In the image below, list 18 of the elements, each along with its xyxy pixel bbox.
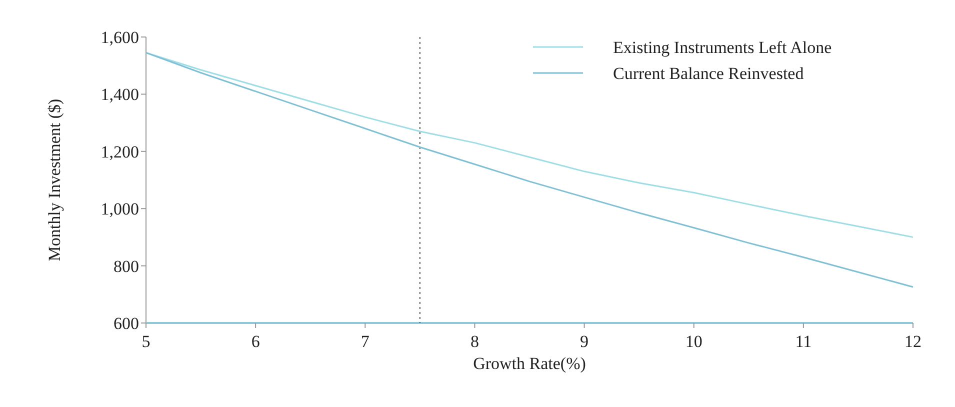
y-tick-label: 800 bbox=[114, 256, 139, 276]
x-tick-label: 8 bbox=[470, 332, 479, 351]
x-tick-label: 9 bbox=[580, 332, 589, 351]
legend-label: Current Balance Reinvested bbox=[613, 64, 804, 83]
x-tick-label: 10 bbox=[685, 332, 702, 351]
x-tick-label: 6 bbox=[251, 332, 260, 351]
y-tick-label: 1,000 bbox=[100, 200, 139, 219]
x-tick-label: 12 bbox=[904, 332, 922, 351]
y-tick-label: 600 bbox=[114, 314, 139, 333]
y-tick-label: 1,400 bbox=[100, 85, 139, 104]
x-tick-label: 5 bbox=[142, 332, 150, 351]
x-tick-label: 11 bbox=[795, 332, 812, 351]
legend-label: Existing Instruments Left Alone bbox=[613, 38, 832, 57]
y-axis-title: Monthly Investment ($) bbox=[45, 98, 64, 262]
y-tick-label: 1,200 bbox=[100, 142, 139, 162]
y-tick-label: 1,600 bbox=[100, 28, 139, 47]
x-tick-label: 7 bbox=[360, 332, 370, 351]
x-axis-title: Growth Rate(%) bbox=[473, 354, 586, 373]
